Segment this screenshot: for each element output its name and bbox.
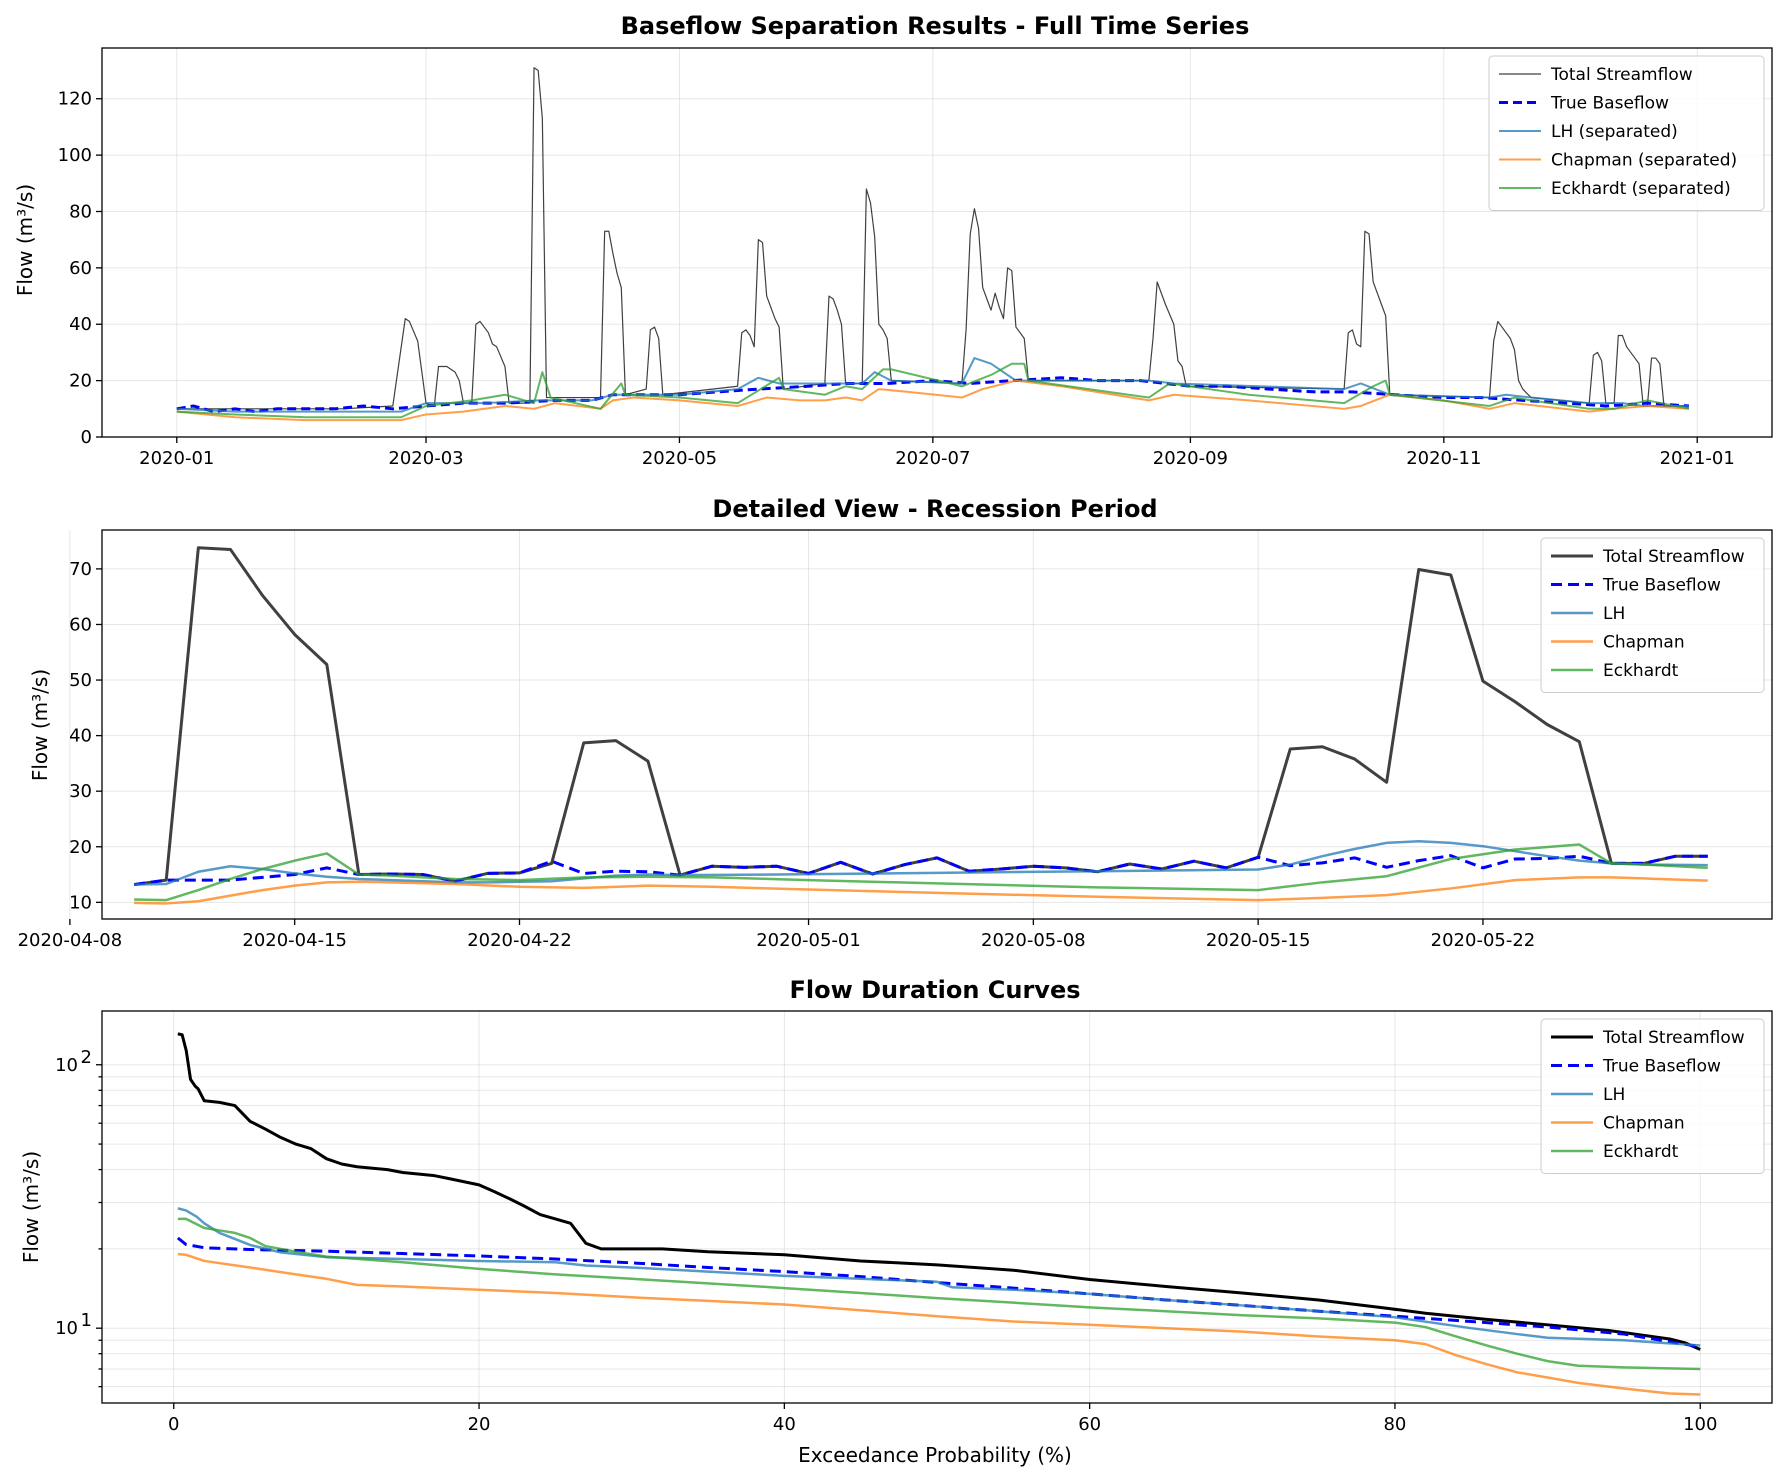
recession-xtick-label: 2020-05-22 [1431,930,1536,951]
recession-line-total-streamflow [133,546,1708,887]
recession-ytick-label: 60 [69,614,92,635]
fdc-ylabel: Flow (m³/s) [19,1151,43,1263]
fdc-line-eckhardt [177,1217,1701,1371]
fdc-ytick-exponent: 1 [81,1310,92,1331]
full-series-xtick-label: 2020-11 [1406,448,1481,469]
recession-xtick-label: 2020-05-15 [1206,930,1311,951]
recession-legend-label-eckhardt: Eckhardt [1603,661,1679,681]
fdc-xlabel: Exceedance Probability (%) [798,1443,1072,1467]
fdc-legend-label-lh: LH [1603,1085,1625,1105]
full-series-xtick-label: 2020-07 [895,448,970,469]
full-series-legend [1488,55,1765,211]
flow-duration-panel: Flow Duration Curves Flow (m³/s) Exceeda… [19,976,1773,1467]
recession-ytick-label: 20 [69,837,92,858]
fdc-xtick-label: 80 [1383,1414,1406,1435]
fdc-xtick-label: 100 [1683,1414,1717,1435]
full-series-ylabel: Flow (m³/s) [13,184,37,296]
full-series-ytick-label: 60 [69,258,92,279]
fdc-ytick-exponent: 2 [81,1047,92,1068]
fdc-legend-label-total-streamflow: Total Streamflow [1602,1028,1745,1048]
full-series-ytick-label: 20 [69,371,92,392]
recession-legend-label-lh: LH [1603,604,1625,624]
recession-legend-label-total-streamflow: Total Streamflow [1602,547,1745,567]
recession-ytick-label: 40 [69,726,92,747]
full-series-legend-label-chapman-separated: Chapman (separated) [1551,151,1737,171]
recession-legend [1540,537,1765,693]
full-series-legend-label-lh-separated: LH (separated) [1551,122,1678,142]
full-series-xtick-label: 2020-09 [1153,448,1228,469]
recession-ytick-label: 70 [69,559,92,580]
recession-legend-label-true-baseflow: True Baseflow [1602,576,1721,596]
recession-legend-label-chapman: Chapman [1603,633,1685,653]
recession-line-chapman [134,876,1708,905]
full-series-ytick-label: 80 [69,201,92,222]
fdc-xtick-label: 0 [168,1414,179,1435]
fdc-legend-label-true-baseflow: True Baseflow [1602,1057,1721,1077]
recession-plot-area [101,529,1773,920]
full-series-line-lh-separated [176,357,1689,413]
fdc-line-lh [177,1207,1701,1347]
fdc-ytick-label: 10 [55,1055,78,1076]
full-series-line-total-streamflow [176,67,1689,410]
full-series-line-eckhardt-separated [176,362,1690,419]
recession-line-lh [134,839,1708,886]
recession-xtick-label: 2020-05-01 [756,930,861,951]
full-series-ytick-label: 40 [69,314,92,335]
full-time-series-panel: Baseflow Separation Results - Full Time … [13,12,1773,469]
full-series-ytick-label: 100 [58,145,92,166]
recession-period-panel: Detailed View - Recession Period Flow (m… [18,495,1773,951]
fdc-legend-label-eckhardt: Eckhardt [1603,1142,1679,1162]
fdc-legend [1540,1018,1765,1174]
recession-line-eckhardt [134,843,1708,902]
full-series-ytick-label: 120 [58,89,92,110]
recession-ytick-label: 30 [69,781,92,802]
full-series-xtick-label: 2021-01 [1660,448,1735,469]
full-series-plot-area [101,47,1773,438]
recession-ytick-label: 50 [69,670,92,691]
full-series-legend-label-total-streamflow: Total Streamflow [1550,65,1693,85]
fdc-ytick-label: 10 [55,1318,78,1339]
fdc-xtick-label: 20 [468,1414,491,1435]
full-series-title: Baseflow Separation Results - Full Time … [621,12,1250,40]
full-series-ytick-label: 0 [81,427,92,448]
full-series-legend-label-true-baseflow: True Baseflow [1550,94,1669,114]
fdc-xtick-label: 40 [773,1414,796,1435]
full-series-xtick-label: 2020-01 [139,448,214,469]
fdc-xtick-label: 60 [1078,1414,1101,1435]
full-series-xtick-label: 2020-05 [642,448,717,469]
recession-xtick-label: 2020-04-08 [18,930,123,951]
fdc-line-total-streamflow [177,1032,1701,1351]
recession-xtick-label: 2020-05-08 [981,930,1086,951]
full-series-xtick-label: 2020-03 [388,448,463,469]
fdc-plot-area [101,1010,1773,1404]
fdc-line-true-baseflow [176,1236,1701,1349]
recession-ytick-label: 10 [69,892,92,913]
fdc-title: Flow Duration Curves [789,976,1080,1004]
full-series-line-true-baseflow [176,376,1690,414]
recession-xtick-label: 2020-04-22 [467,930,572,951]
fdc-legend-label-chapman: Chapman [1603,1114,1685,1134]
fdc-line-chapman [177,1252,1701,1396]
recession-ylabel: Flow (m³/s) [28,669,52,781]
recession-line-true-baseflow [133,854,1708,887]
full-series-legend-label-eckhardt-separated: Eckhardt (separated) [1551,179,1731,199]
recession-title: Detailed View - Recession Period [712,495,1157,523]
recession-xtick-label: 2020-04-15 [242,930,347,951]
